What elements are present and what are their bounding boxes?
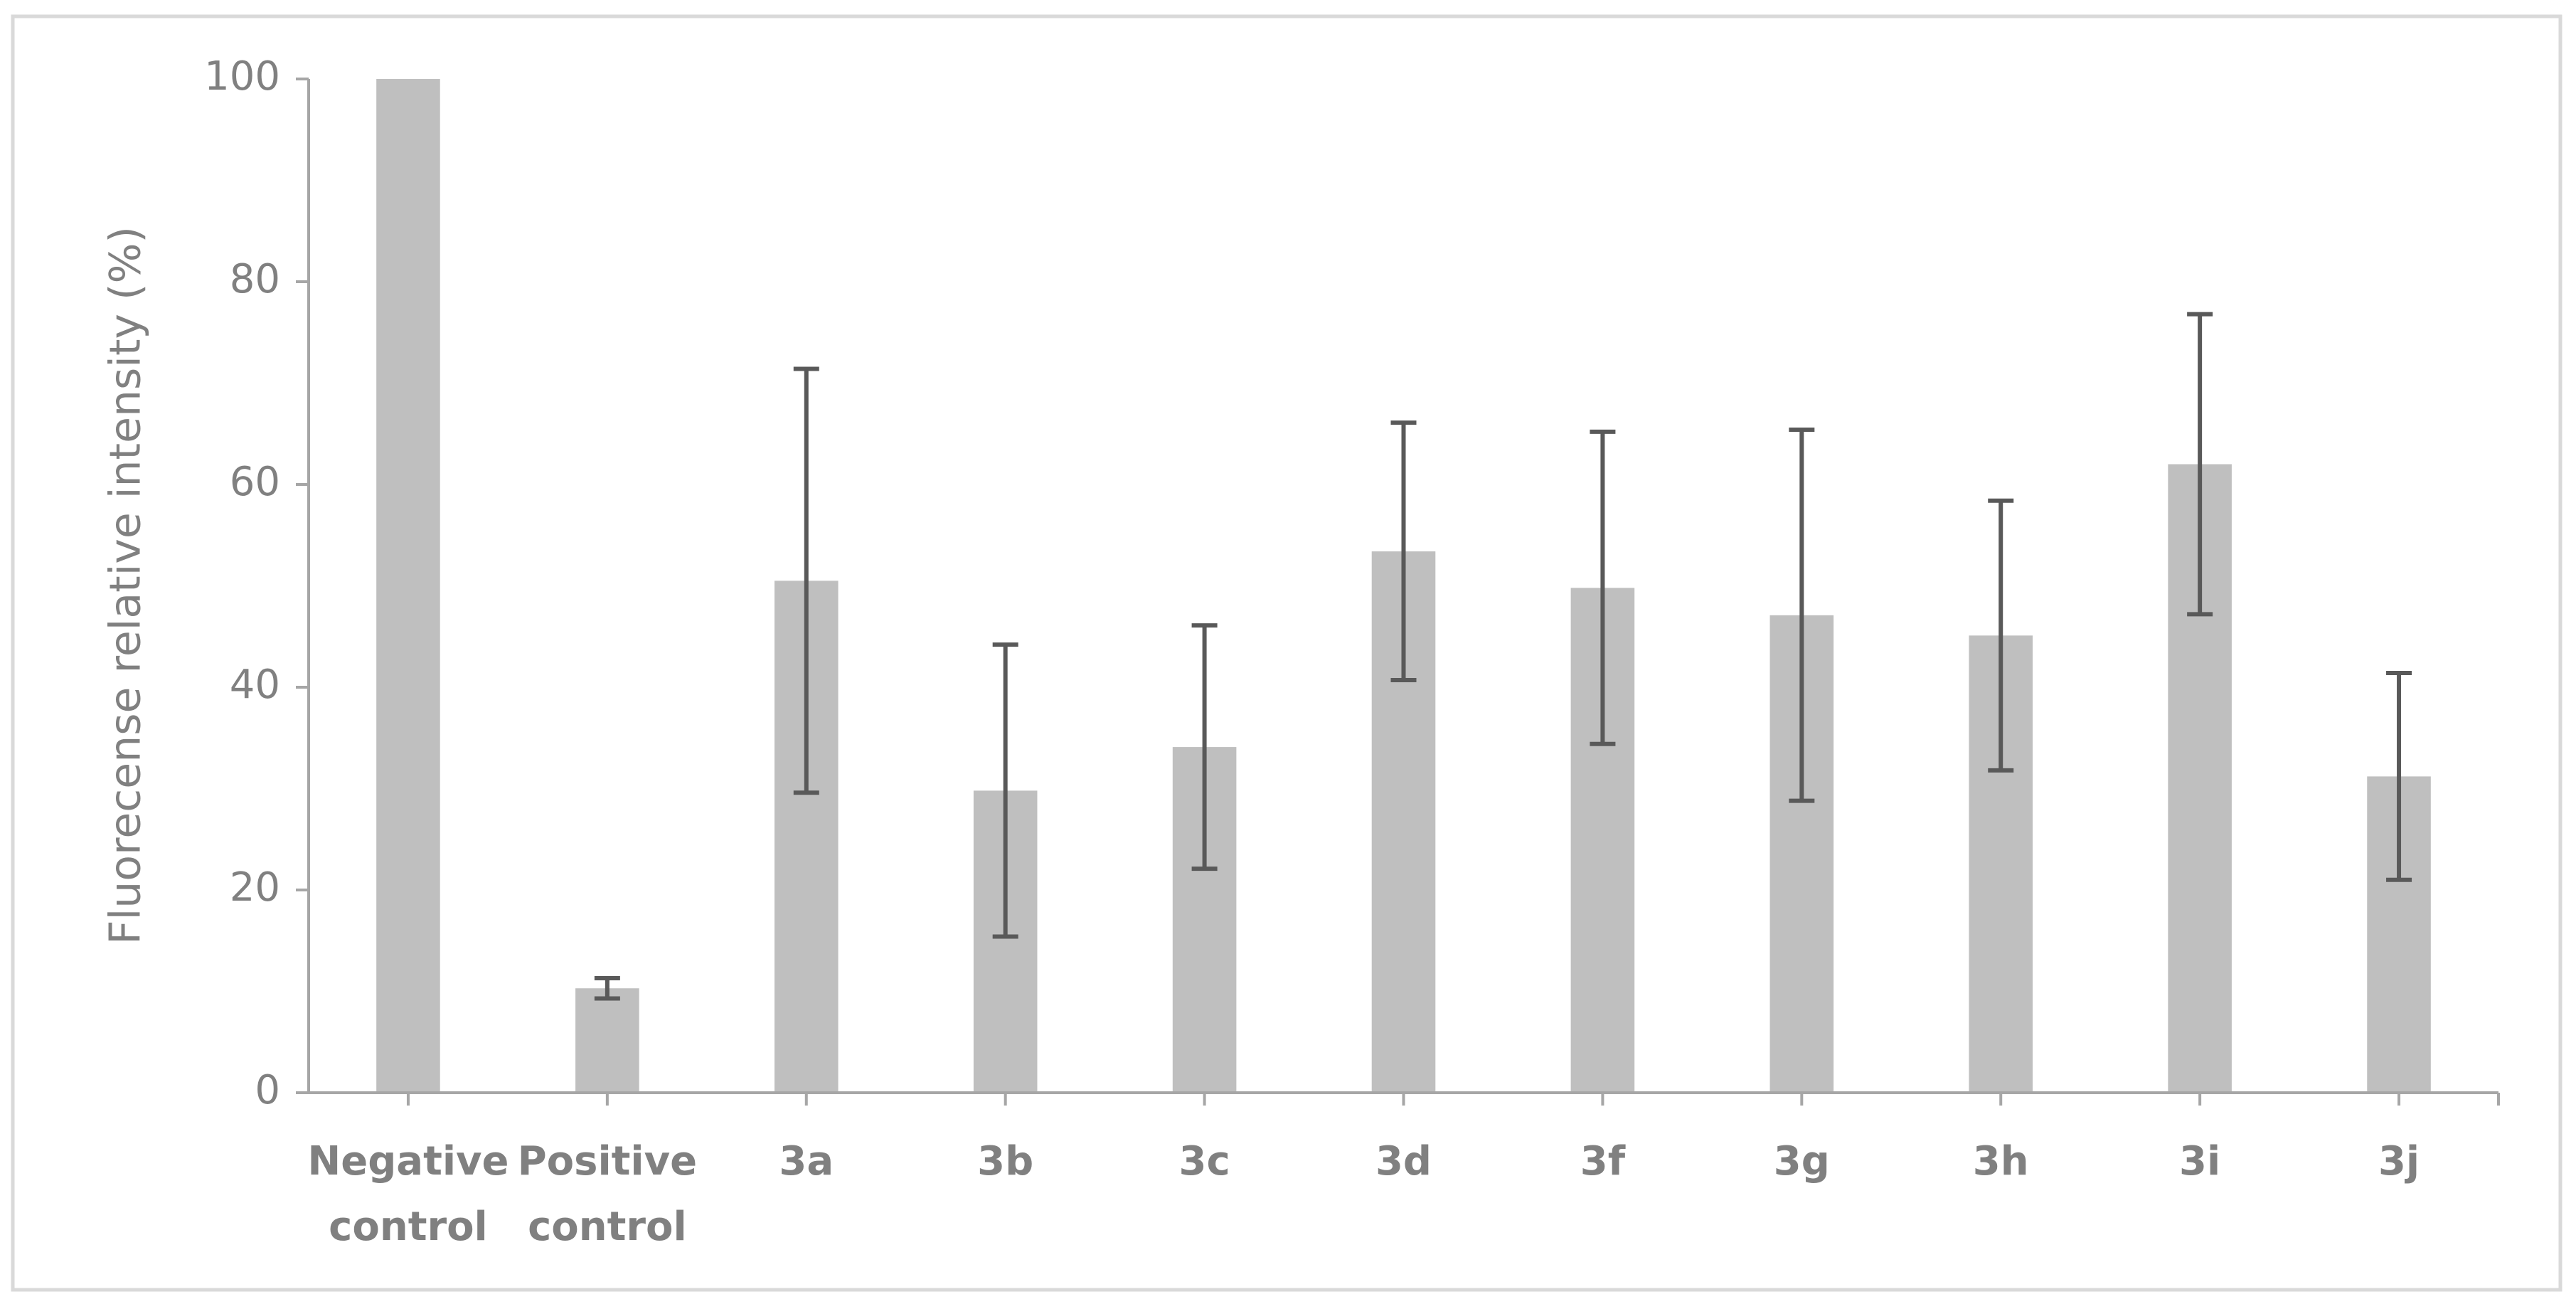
error-bar [793,366,819,795]
error-bar [1789,428,1815,803]
bar [376,79,440,1093]
x-tick-label: 3g [1774,1138,1830,1185]
y-tick-label: 40 [230,662,280,708]
x-tick-label: 3j [2378,1138,2420,1185]
x-tick-label: 3h [1973,1138,2029,1185]
x-tick-label: 3b [977,1138,1033,1185]
error-bar [2386,671,2412,882]
error-bar [992,642,1018,939]
bar [575,988,639,1093]
x-tick-label: Positive control [518,1138,698,1250]
error-bar [594,975,620,1001]
y-tick-label: 60 [230,459,280,505]
x-tick-label: 3a [779,1138,834,1185]
y-tick-label: 20 [230,864,280,911]
x-tick-label: Negative control [307,1138,509,1250]
x-tick-label: 3f [1580,1138,1626,1185]
error-bar [1988,498,2014,773]
error-bar [1191,623,1218,871]
x-tick-label: 3i [2179,1138,2220,1185]
y-tick-label: 100 [204,53,280,100]
error-bar [1590,429,1616,746]
x-tick-label: 3d [1375,1138,1432,1185]
y-tick-label: 0 [255,1067,280,1113]
y-tick-label: 80 [230,256,280,302]
error-bar [2187,312,2213,617]
y-axis-label: Fluorecense relative intensity (%) [101,226,151,945]
x-tick-label: 3c [1179,1138,1230,1185]
error-bar [1390,420,1417,683]
